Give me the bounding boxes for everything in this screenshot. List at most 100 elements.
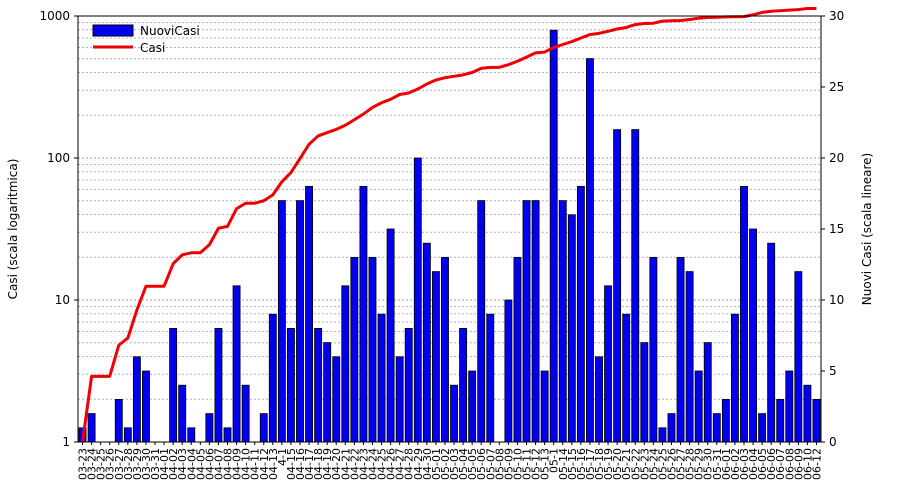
x-tick-label: 06-06: [765, 448, 778, 480]
right-tick-label: 5: [829, 364, 837, 378]
bar-04-16: [296, 200, 304, 443]
bar-06-10: [794, 271, 803, 443]
left-tick-label: 1: [62, 435, 70, 449]
bar-06-07: [767, 242, 776, 443]
x-tick-label: 06-09: [792, 448, 805, 480]
x-tick-label: 04-13: [267, 448, 280, 480]
x-tick-label: 04-23: [357, 448, 370, 480]
bar-04-18: [314, 327, 323, 443]
x-tick-label: 04-11: [249, 448, 262, 480]
x-tick-label: 04-29: [412, 448, 425, 480]
x-tick-label: 03-29: [131, 448, 144, 480]
x-tick-label: 05-07: [484, 448, 497, 480]
grid: [78, 15, 821, 400]
x-tick-label: 03-24: [86, 448, 99, 480]
right-tick-label: 20: [829, 151, 844, 165]
x-tick-label: 06-03: [738, 448, 751, 480]
bar-05-03: [450, 384, 458, 443]
bar-05-22: [622, 313, 631, 443]
x-tick-label: 05-28: [684, 448, 697, 480]
x-tick-label: 04-09: [231, 448, 244, 480]
x-tick-label: 03-25: [95, 448, 108, 480]
x-tick-label: 04-27: [394, 448, 407, 480]
bar-04-28: [404, 327, 413, 443]
bar-05-16: [567, 214, 576, 443]
x-tick-label: 05-29: [693, 448, 706, 480]
x-tick-label: 04-12: [258, 448, 271, 480]
x-tick-label: 05-06: [475, 448, 488, 480]
bar-03-24: [87, 413, 96, 443]
x-tick-label: 05-14: [557, 448, 570, 480]
bar-05-17: [576, 185, 585, 443]
bar-06-09: [785, 370, 794, 443]
x-tick-label: 05-26: [665, 448, 678, 480]
right-axis-ticks: 0 5 10 15 20 25 30: [821, 9, 844, 449]
bar-04-10: [241, 384, 250, 443]
x-tick-label: 04-03: [176, 448, 189, 480]
legend-label-casi: Casi: [140, 41, 165, 55]
x-tick-label: 03-26: [104, 448, 117, 480]
bar-04-29: [413, 157, 422, 443]
bar-03-29: [132, 356, 141, 443]
x-tick-label: 05-17: [584, 448, 597, 480]
bar-05-31: [703, 342, 712, 443]
bars-series-nuovicasi: [78, 29, 821, 443]
x-axis-ticks: 03-2303-2403-2503-2603-2703-2803-2903-30…: [77, 442, 823, 480]
x-tick-label: 05-31: [711, 448, 724, 480]
bar-05-19: [595, 356, 603, 443]
bar-04-17: [305, 185, 313, 443]
bar-04-21: [341, 285, 350, 443]
bar-04-12: [259, 413, 268, 443]
x-tick-label: 05-13: [539, 448, 552, 480]
x-tick-label: 04-05: [194, 448, 207, 480]
right-tick-label: 15: [829, 222, 844, 236]
bar-04-30: [422, 242, 431, 443]
x-tick-label: 06-02: [729, 448, 742, 480]
bar-05-24: [640, 342, 649, 443]
x-tick-label: 03-31: [149, 448, 162, 480]
left-axis-ticks: 1 10 100 1000: [39, 9, 78, 449]
left-tick-label: 10: [55, 293, 70, 307]
bar-04-22: [350, 256, 359, 443]
bar-05-18: [586, 58, 594, 443]
bar-06-01: [712, 413, 721, 443]
x-tick-label: 06-01: [720, 448, 733, 480]
x-tick-label: 03-30: [140, 448, 153, 480]
bar-03-30: [142, 370, 150, 443]
x-tick-label: 06-08: [783, 448, 796, 480]
x-tick-label: 05-25: [656, 448, 669, 480]
bar-05-29: [685, 271, 694, 443]
x-tick-label: 06-04: [747, 448, 760, 480]
x-tick-label: 04-22: [348, 448, 361, 480]
bar-06-06: [758, 413, 767, 443]
x-tick-label: 04-19: [321, 448, 334, 480]
bar-04-24: [368, 256, 377, 443]
bar-03-27: [114, 398, 123, 443]
x-tick-label: 05-16: [575, 448, 588, 480]
x-tick-label: 05-23: [638, 448, 651, 480]
bar-06-04: [740, 185, 748, 443]
bar-04-25: [377, 313, 386, 443]
bar-05-25: [649, 256, 658, 443]
x-tick-label: 03-28: [122, 448, 135, 480]
bar-05-21: [613, 129, 622, 443]
x-tick-label: 04-17: [303, 448, 316, 480]
bar-05-07: [486, 313, 495, 443]
x-tick-label: 05-1: [548, 448, 561, 473]
x-tick-label: 05-04: [457, 448, 470, 480]
bar-06-08: [776, 398, 785, 443]
bar-04-02: [169, 327, 178, 443]
bar-05-10: [513, 256, 522, 443]
x-tick-label: 04-02: [167, 448, 180, 480]
bar-05-20: [604, 285, 613, 443]
left-axis-title: Casi (scala logaritmica): [6, 159, 20, 300]
right-tick-label: 10: [829, 293, 844, 307]
line-casi: [81, 6, 817, 443]
bar-04-19: [323, 342, 332, 443]
bar-04-04: [187, 427, 196, 443]
x-tick-label: 05-18: [593, 448, 606, 480]
x-tick-label: 03-23: [77, 448, 90, 480]
x-tick-label: 05-24: [647, 448, 660, 480]
bar-05-02: [441, 256, 449, 443]
